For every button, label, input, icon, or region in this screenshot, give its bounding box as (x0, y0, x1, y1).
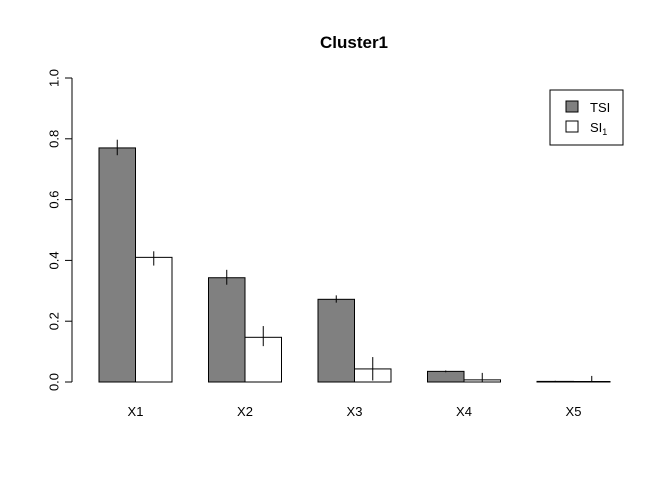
x-tick-label: X3 (347, 404, 363, 419)
bar-x1-series-0 (98, 147, 136, 383)
legend-swatch-tsi (565, 100, 579, 113)
legend-label-si1: SI1 (590, 120, 607, 137)
y-tick-label: 0.4 (46, 251, 61, 269)
bar-x4-series-0 (427, 370, 465, 383)
y-tick-label: 0.8 (46, 130, 61, 148)
legend-label-tsi: TSI (590, 100, 610, 115)
x-tick-label: X5 (566, 404, 582, 419)
legend-box (549, 89, 624, 146)
bars (98, 147, 611, 383)
bar-x3-series-0 (317, 298, 355, 383)
y-tick-label: 0.0 (46, 373, 61, 391)
legend-swatch-si1 (565, 120, 579, 133)
x-tick-label: X2 (237, 404, 253, 419)
bar-x1-series-1 (135, 256, 173, 383)
y-tick-label: 0.2 (46, 312, 61, 330)
legend: TSI SI1 (549, 89, 624, 146)
y-tick-label: 1.0 (46, 69, 61, 87)
x-tick-label: X4 (456, 404, 472, 419)
chart-title: Cluster1 (320, 33, 388, 52)
x-tick-label: X1 (128, 404, 144, 419)
bar-x2-series-0 (208, 277, 246, 383)
error-bars (116, 139, 593, 382)
legend-label-si1-subscript: 1 (602, 127, 607, 137)
y-tick-label: 0.6 (46, 191, 61, 209)
y-axis: 0.0 0.2 0.4 0.6 0.8 1.0 (46, 69, 73, 391)
x-tick-labels: X1 X2 X3 X4 X5 (128, 404, 582, 419)
